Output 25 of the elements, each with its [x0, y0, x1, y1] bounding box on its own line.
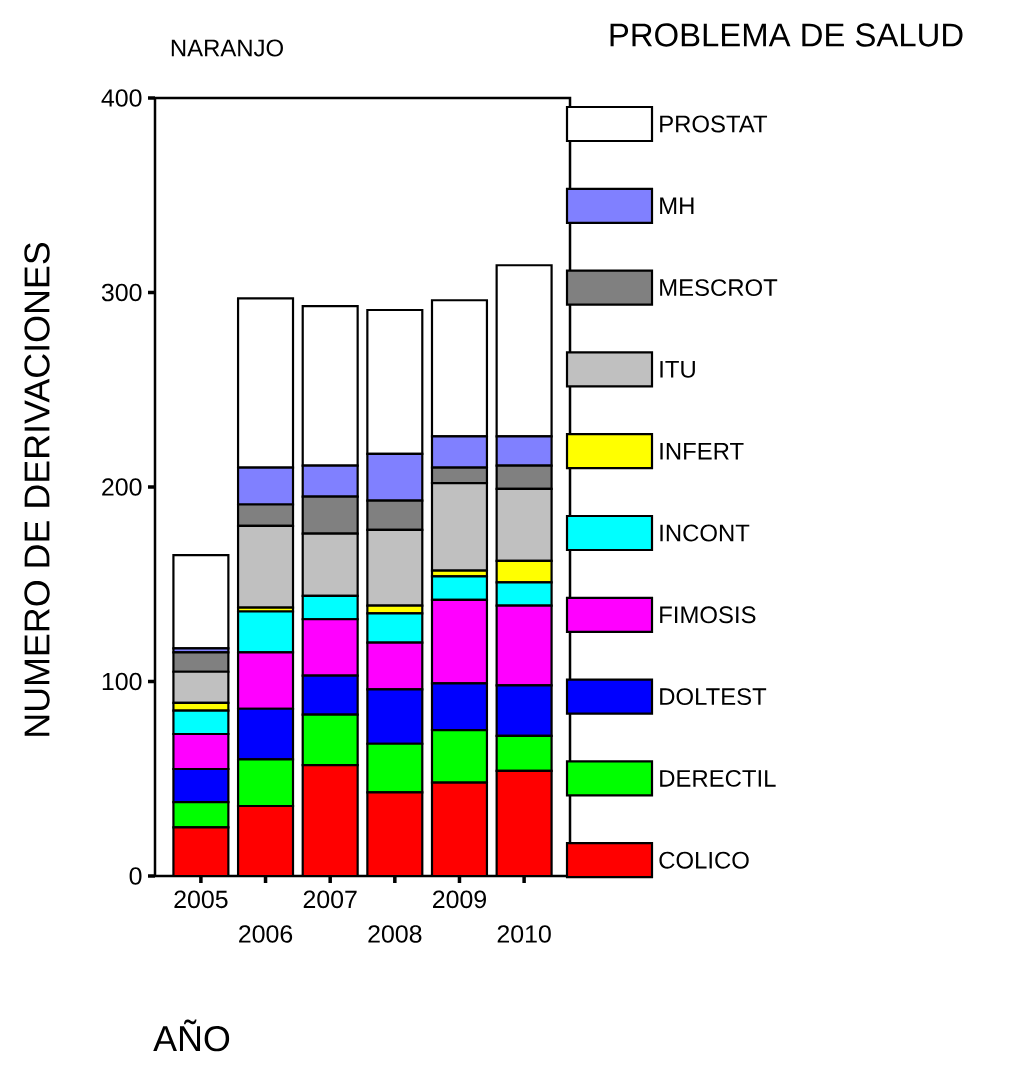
legend-label: PROSTAT — [660, 115, 768, 133]
y-tick-label: 300 — [101, 283, 142, 302]
x-tick-label: 2007 — [303, 890, 357, 909]
legend-label: FIMOSIS — [660, 606, 756, 624]
y-tick-label: 0 — [129, 867, 142, 885]
x-tick-label: 2010 — [497, 925, 551, 943]
x-tick-label: 2005 — [174, 890, 228, 909]
legend-label: DERECTIL — [660, 769, 776, 787]
y-tick-label: 400 — [101, 89, 142, 107]
y-axis-title: NUMERO DE DERIVACIONES — [24, 242, 50, 736]
legend-label: DOLTEST — [660, 688, 767, 706]
x-tick-label: 2009 — [433, 890, 486, 909]
legend-label: INFERT — [660, 442, 744, 460]
x-tick-label: 2008 — [368, 925, 422, 943]
x-tick-label: 2006 — [239, 925, 293, 943]
y-tick-label: 200 — [102, 478, 142, 496]
legend-label: ITU — [660, 361, 695, 378]
legend-label: MH — [660, 197, 694, 215]
x-axis-title: AÑO — [153, 1019, 230, 1052]
legend-label: COLICO — [659, 851, 749, 869]
chart-title: NARANJO — [171, 39, 283, 57]
y-tick-label: 100 — [102, 672, 142, 691]
legend-title: PROBLEMA DE SALUD — [610, 23, 963, 47]
legend-label: MESCROT — [660, 279, 778, 297]
legend-label: INCONT — [660, 524, 750, 542]
